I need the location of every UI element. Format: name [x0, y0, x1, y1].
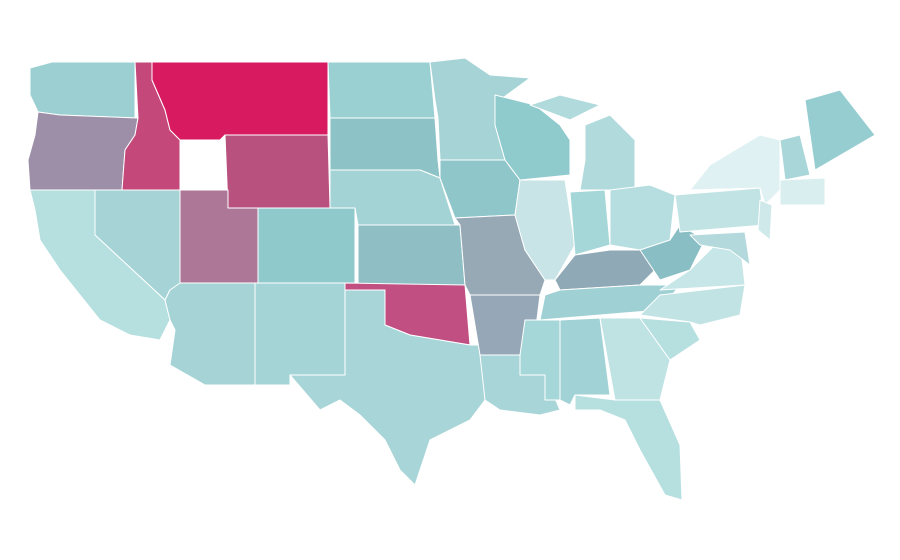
state: [609, 184, 676, 251]
state: [514, 179, 576, 281]
state: [27, 111, 139, 191]
state: [357, 224, 466, 286]
state: [579, 114, 636, 191]
state: [289, 289, 486, 486]
state: [689, 231, 751, 266]
states: [27, 57, 876, 501]
state: [327, 61, 436, 119]
state: [779, 134, 811, 181]
state: [674, 187, 766, 233]
state: [254, 282, 346, 386]
state: [757, 199, 773, 241]
state: [779, 177, 826, 206]
state: [569, 189, 611, 256]
state: [599, 317, 671, 401]
state: [151, 61, 329, 141]
state: [494, 94, 571, 181]
state: [29, 189, 171, 341]
state: [529, 94, 601, 121]
state: [574, 394, 683, 501]
state: [29, 61, 136, 119]
state: [164, 282, 256, 386]
state: [639, 317, 701, 361]
state: [439, 159, 521, 219]
state: [224, 134, 331, 209]
state: [689, 134, 781, 206]
state: [804, 89, 876, 171]
state: [639, 284, 746, 326]
state: [257, 207, 356, 284]
state: [329, 117, 441, 179]
